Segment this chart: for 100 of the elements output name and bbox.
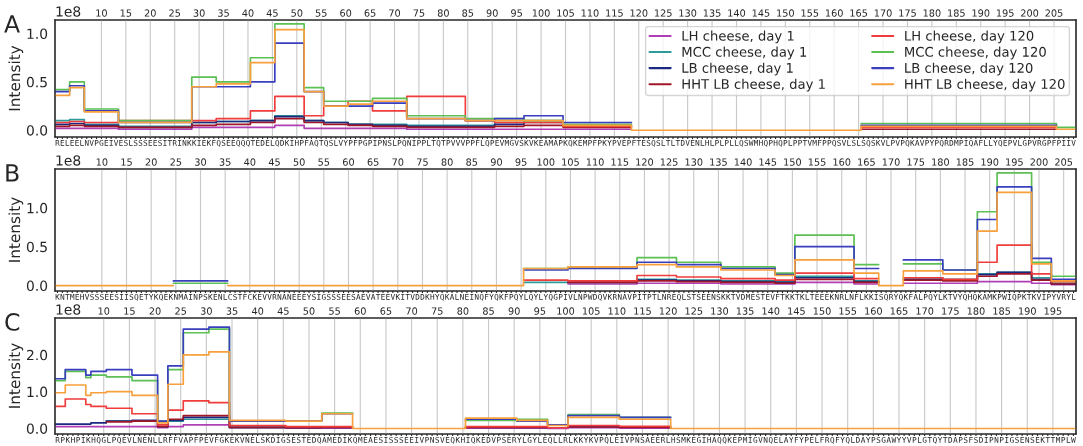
- y-axis-title: Intensity: [8, 197, 24, 262]
- chart-title: C: [5, 312, 20, 331]
- x2-tick-label: 115: [634, 307, 651, 315]
- x2-tick-label: 125: [654, 9, 672, 17]
- x2-tick-label: 25: [175, 307, 187, 315]
- x2-tick-label: 160: [865, 307, 882, 315]
- x2-tick-label: 180: [932, 158, 949, 166]
- x2-tick-label: 165: [858, 158, 875, 166]
- x2-tick-label: 180: [923, 9, 941, 17]
- x2-tick-label: 70: [389, 9, 401, 17]
- x2-tick-label: 75: [413, 9, 425, 17]
- x2-tick-label: 185: [948, 9, 965, 17]
- y-tick-label: 0.5: [26, 76, 47, 88]
- x2-tick-label: 40: [251, 307, 264, 315]
- x2-tick-label: 85: [466, 158, 478, 166]
- x2-tick-label: 50: [303, 307, 315, 315]
- y-tick-label: 1.0: [27, 28, 48, 40]
- x2-tick-label: 70: [392, 158, 404, 166]
- x2-tick-label: 50: [291, 9, 303, 17]
- x2-tick-label: 110: [586, 158, 604, 166]
- x2-tick-label: 35: [219, 158, 231, 166]
- x2-tick-label: 205: [1055, 158, 1073, 166]
- x2-tick-label: 30: [193, 9, 205, 17]
- x2-tick-label: 90: [486, 9, 498, 17]
- text: 1e8: [56, 304, 81, 315]
- x2-tick-label: 20: [149, 307, 161, 315]
- y-tick-label: 1.0: [27, 386, 48, 398]
- x2-tick-label: 60: [354, 307, 366, 315]
- x2-tick-label: 110: [581, 9, 599, 17]
- x2-tick-label: 205: [1045, 9, 1063, 17]
- x2-tick-label: 30: [195, 158, 207, 166]
- x2-tick-label: 115: [606, 9, 623, 17]
- x2-tick-label: 125: [685, 307, 703, 315]
- x2-tick-label: 100: [557, 307, 575, 315]
- chart-title: B: [6, 164, 19, 182]
- x2-tick-label: 110: [608, 307, 626, 315]
- legend-label: MCC cheese, day 120: [905, 46, 1046, 60]
- x2-tick-label: 80: [437, 9, 449, 17]
- x2-tick-label: 130: [711, 307, 729, 315]
- x2-tick-label: 10: [98, 307, 110, 315]
- x2-tick-label: 170: [874, 9, 892, 17]
- legend-label: LH cheese, day 1: [682, 30, 794, 44]
- x2-tick-label: 135: [736, 307, 754, 315]
- legend-label: LB cheese, day 1: [682, 62, 793, 76]
- x2-tick-label: 65: [380, 307, 392, 315]
- x2-tick-label: 160: [825, 9, 843, 17]
- x2-tick-label: 105: [582, 307, 600, 315]
- x2-tick-label: 105: [557, 9, 574, 17]
- x2-tick-label: 55: [318, 158, 330, 166]
- x2-tick-label: 115: [611, 158, 629, 166]
- x2-tick-label: 35: [218, 9, 229, 17]
- y-axis-title: Intensity: [8, 45, 24, 111]
- x2-tick-label: 155: [808, 158, 826, 166]
- x2-tick-label: 180: [967, 307, 985, 315]
- x2-tick-label: 145: [759, 158, 777, 166]
- x2-tick-label: 20: [145, 158, 157, 166]
- x2-tick-label: 60: [340, 9, 352, 17]
- x2-tick-label: 90: [490, 158, 502, 166]
- x2-tick-label: 185: [956, 158, 974, 166]
- x2-tick-label: 195: [1044, 307, 1062, 315]
- x2-tick-label: 130: [679, 9, 697, 17]
- x2-tick-label: 75: [417, 158, 428, 166]
- y-tick-label: 0.0: [26, 280, 48, 292]
- y-tick-label: 0.5: [26, 241, 47, 253]
- x2-tick-label: 190: [972, 9, 990, 17]
- x2-tick-label: 100: [532, 9, 550, 17]
- x2-tick-label: 145: [788, 307, 805, 315]
- x2-tick-label: 60: [342, 158, 355, 166]
- x2-tick-label: 80: [441, 158, 453, 166]
- x2-tick-label: 15: [121, 158, 132, 166]
- x2-tick-label: 105: [562, 158, 579, 166]
- x2-tick-label: 175: [907, 158, 925, 166]
- x2-tick-label: 95: [534, 307, 546, 315]
- x2-tick-label: 95: [515, 158, 527, 166]
- text: 1e8: [56, 155, 81, 166]
- x2-tick-label: 10: [96, 9, 107, 17]
- x2-tick-label: 165: [850, 9, 868, 17]
- chart-title: A: [4, 15, 20, 33]
- x2-tick-label: 40: [242, 9, 254, 17]
- x2-tick-label: 195: [996, 9, 1014, 17]
- x2-tick-label: 25: [169, 9, 181, 17]
- x2-tick-label: 190: [981, 158, 999, 166]
- legend-label: MCC cheese, day 1: [682, 46, 807, 60]
- x2-tick-label: 150: [813, 307, 831, 315]
- x2-tick-label: 30: [200, 307, 212, 315]
- x2-tick-label: 15: [124, 307, 135, 315]
- x2-tick-label: 40: [244, 158, 256, 166]
- x2-tick-label: 10: [96, 158, 108, 166]
- x2-tick-label: 200: [1021, 9, 1039, 17]
- y-tick-label: 2.0: [26, 349, 48, 361]
- x2-tick-label: 175: [942, 307, 959, 315]
- x2-tick-label: 120: [636, 158, 654, 166]
- x2-tick-label: 55: [329, 307, 340, 315]
- x2-tick-label: 45: [268, 158, 280, 166]
- x2-tick-label: 125: [660, 158, 678, 166]
- x2-tick-label: 140: [762, 307, 780, 315]
- x2-tick-label: 130: [685, 158, 703, 166]
- x2-tick-label: 140: [734, 158, 752, 166]
- x2-tick-label: 65: [367, 158, 379, 166]
- x2-tick-label: 170: [916, 307, 934, 315]
